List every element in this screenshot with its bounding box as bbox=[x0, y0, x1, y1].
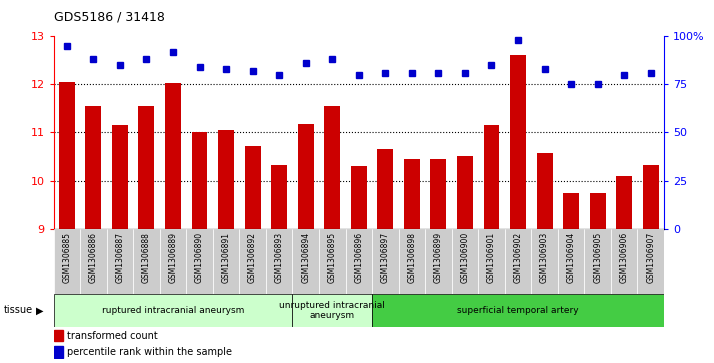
Bar bbox=[563, 193, 579, 229]
Bar bbox=[372, 294, 664, 327]
Bar bbox=[59, 82, 75, 229]
Text: GSM1306907: GSM1306907 bbox=[646, 232, 655, 283]
Bar bbox=[106, 229, 134, 294]
Text: GSM1306901: GSM1306901 bbox=[487, 232, 496, 283]
Bar bbox=[351, 166, 367, 229]
Bar bbox=[245, 146, 261, 229]
Bar bbox=[191, 132, 208, 229]
Bar bbox=[590, 193, 605, 229]
Bar bbox=[160, 229, 186, 294]
Text: transformed count: transformed count bbox=[67, 331, 158, 341]
Text: percentile rank within the sample: percentile rank within the sample bbox=[67, 347, 232, 357]
Bar bbox=[54, 346, 64, 358]
Bar bbox=[611, 229, 638, 294]
Bar bbox=[239, 229, 266, 294]
Text: GSM1306899: GSM1306899 bbox=[434, 232, 443, 283]
Text: GSM1306888: GSM1306888 bbox=[142, 232, 151, 283]
Bar bbox=[531, 229, 558, 294]
Text: tissue: tissue bbox=[4, 305, 33, 315]
Text: GSM1306891: GSM1306891 bbox=[221, 232, 231, 283]
Text: GSM1306903: GSM1306903 bbox=[540, 232, 549, 283]
Bar bbox=[483, 125, 500, 229]
Text: GSM1306890: GSM1306890 bbox=[195, 232, 204, 283]
Text: GSM1306892: GSM1306892 bbox=[248, 232, 257, 283]
Text: GSM1306900: GSM1306900 bbox=[461, 232, 469, 283]
Text: GDS5186 / 31418: GDS5186 / 31418 bbox=[54, 11, 164, 24]
Bar bbox=[324, 106, 340, 229]
Bar bbox=[293, 229, 319, 294]
Text: GSM1306904: GSM1306904 bbox=[567, 232, 575, 283]
Bar bbox=[165, 83, 181, 229]
Bar bbox=[218, 130, 234, 229]
Text: GSM1306893: GSM1306893 bbox=[275, 232, 283, 283]
Bar bbox=[510, 54, 526, 229]
Bar bbox=[54, 229, 80, 294]
Bar bbox=[346, 229, 372, 294]
Text: GSM1306905: GSM1306905 bbox=[593, 232, 602, 283]
Bar bbox=[643, 165, 659, 229]
Bar bbox=[452, 229, 478, 294]
Text: GSM1306887: GSM1306887 bbox=[116, 232, 124, 283]
Text: GSM1306894: GSM1306894 bbox=[301, 232, 310, 283]
Text: GSM1306906: GSM1306906 bbox=[620, 232, 629, 283]
Bar bbox=[425, 229, 452, 294]
Text: unruptured intracranial
aneurysm: unruptured intracranial aneurysm bbox=[279, 301, 385, 320]
Bar bbox=[638, 229, 664, 294]
Bar bbox=[134, 229, 160, 294]
Bar bbox=[457, 156, 473, 229]
Bar bbox=[505, 229, 531, 294]
Bar bbox=[558, 229, 584, 294]
Bar bbox=[298, 124, 313, 229]
Text: GSM1306898: GSM1306898 bbox=[408, 232, 416, 283]
Text: GSM1306902: GSM1306902 bbox=[513, 232, 523, 283]
Text: ruptured intracranial aneurysm: ruptured intracranial aneurysm bbox=[102, 306, 244, 315]
Text: GSM1306896: GSM1306896 bbox=[354, 232, 363, 283]
Text: GSM1306895: GSM1306895 bbox=[328, 232, 337, 283]
Bar bbox=[139, 106, 154, 229]
Bar bbox=[86, 106, 101, 229]
Bar bbox=[271, 165, 287, 229]
Text: GSM1306889: GSM1306889 bbox=[169, 232, 178, 283]
Text: GSM1306897: GSM1306897 bbox=[381, 232, 390, 283]
Bar bbox=[266, 229, 293, 294]
Bar bbox=[431, 159, 446, 229]
Text: GSM1306886: GSM1306886 bbox=[89, 232, 98, 283]
Bar bbox=[54, 330, 64, 341]
Text: ▶: ▶ bbox=[36, 305, 44, 315]
Bar bbox=[537, 153, 553, 229]
Bar bbox=[293, 294, 372, 327]
Bar bbox=[112, 125, 128, 229]
Bar bbox=[186, 229, 213, 294]
Bar bbox=[478, 229, 505, 294]
Bar bbox=[584, 229, 611, 294]
Text: GSM1306885: GSM1306885 bbox=[62, 232, 71, 283]
Bar bbox=[616, 176, 632, 229]
Bar bbox=[54, 294, 293, 327]
Bar bbox=[398, 229, 425, 294]
Bar bbox=[319, 229, 346, 294]
Text: superficial temporal artery: superficial temporal artery bbox=[457, 306, 579, 315]
Bar bbox=[404, 159, 420, 229]
Bar bbox=[213, 229, 239, 294]
Bar bbox=[80, 229, 106, 294]
Bar bbox=[372, 229, 398, 294]
Bar bbox=[378, 149, 393, 229]
